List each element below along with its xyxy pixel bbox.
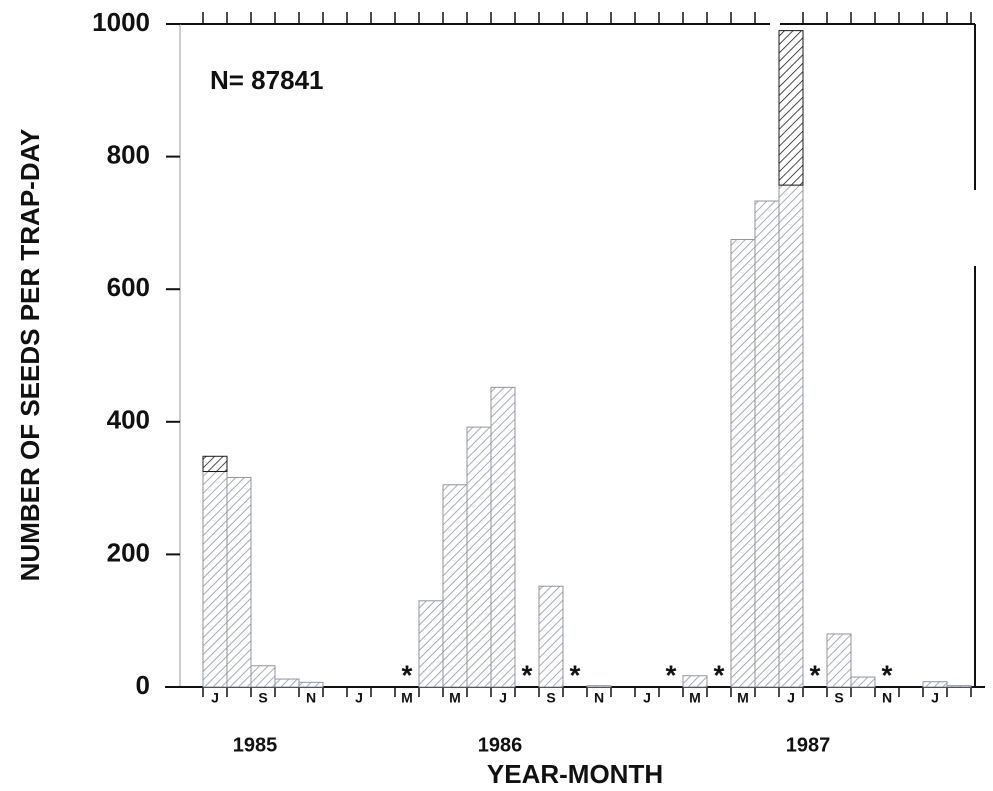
x-tick-label: J	[643, 690, 651, 706]
bar	[250, 665, 276, 688]
y-tick-label: 0	[136, 670, 150, 700]
bar	[418, 600, 444, 688]
bar	[850, 676, 876, 688]
x-tick-label: J	[211, 690, 219, 706]
bar	[298, 681, 324, 688]
no-data-marker: *	[882, 659, 893, 690]
year-label: 1986	[478, 734, 523, 756]
bar	[538, 585, 564, 688]
bar	[442, 484, 468, 688]
bar	[586, 685, 612, 688]
x-tick-label: M	[449, 690, 461, 706]
y-tick-label: 200	[107, 537, 150, 567]
year-label: 1987	[786, 734, 831, 756]
no-data-marker: *	[666, 659, 677, 690]
bar	[274, 678, 300, 688]
bar	[202, 471, 228, 688]
x-tick-label: J	[787, 690, 795, 706]
x-tick-label: N	[306, 690, 316, 706]
bar	[730, 238, 756, 688]
x-tick-label: S	[834, 690, 843, 706]
no-data-marker: *	[570, 659, 581, 690]
bar	[754, 200, 780, 688]
bar	[778, 184, 804, 688]
x-tick-label: J	[931, 690, 939, 706]
x-tick-label: M	[689, 690, 701, 706]
no-data-marker: *	[402, 659, 413, 690]
y-tick-label: 600	[107, 272, 150, 302]
no-data-marker: *	[522, 659, 533, 690]
x-tick-label: M	[737, 690, 749, 706]
bar	[922, 681, 948, 688]
bar	[202, 455, 228, 473]
x-tick-label: M	[401, 690, 413, 706]
x-tick-label: J	[355, 690, 363, 706]
no-data-marker: *	[714, 659, 725, 690]
frame	[165, 23, 985, 688]
x-axis-label: YEAR-MONTH	[487, 759, 663, 789]
bar	[226, 476, 252, 688]
x-tick-label: N	[594, 690, 604, 706]
y-tick-label: 800	[107, 139, 150, 169]
x-tick-label: N	[882, 690, 892, 706]
bar	[682, 675, 708, 688]
x-tick-label: S	[546, 690, 555, 706]
bar	[778, 30, 804, 186]
x-tick-label: J	[499, 690, 507, 706]
y-tick-label: 1000	[92, 7, 150, 37]
bar	[466, 426, 492, 688]
x-tick-label: S	[258, 690, 267, 706]
year-label: 1985	[233, 734, 278, 756]
no-data-marker: *	[810, 659, 821, 690]
annotation: N= 87841	[210, 65, 323, 95]
bar	[826, 633, 852, 688]
bar	[490, 386, 516, 688]
y-tick-label: 400	[107, 405, 150, 435]
bar	[946, 685, 972, 688]
y-axis-label: NUMBER OF SEEDS PER TRAP-DAY	[15, 129, 45, 582]
